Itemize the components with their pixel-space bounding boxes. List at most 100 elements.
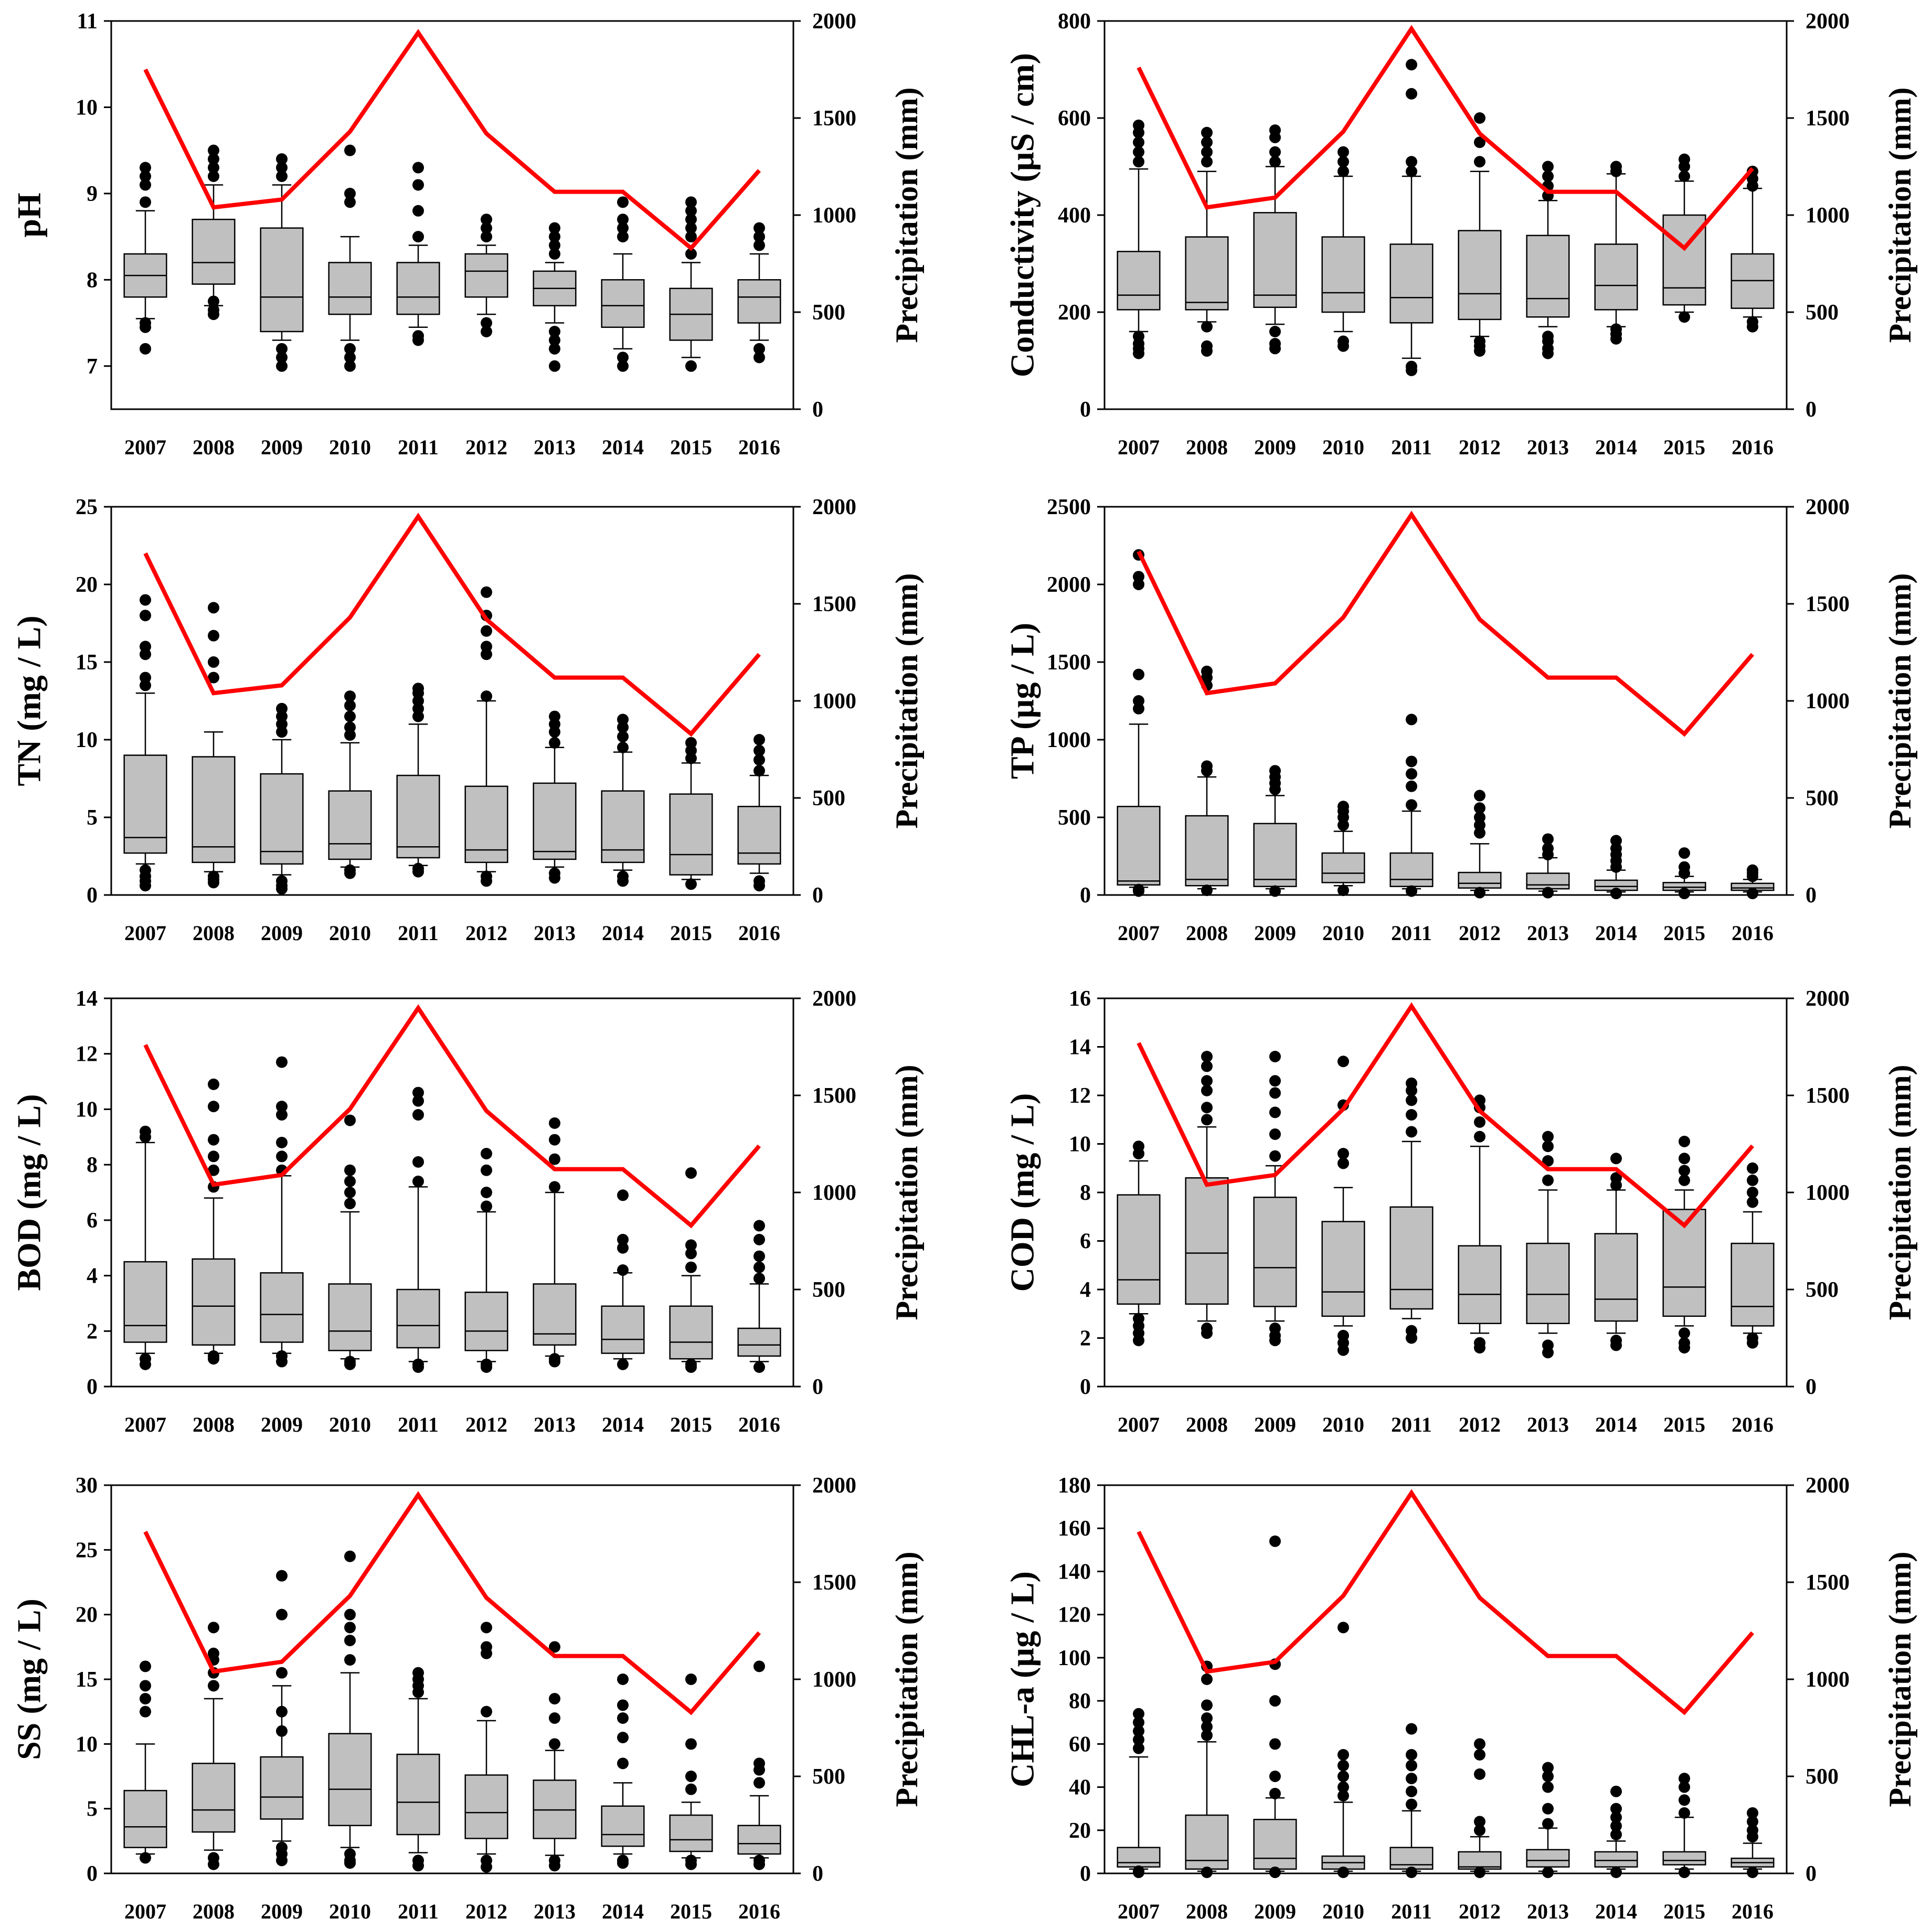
outlier-point <box>1679 1174 1690 1186</box>
iqr-box <box>1526 235 1570 318</box>
panel-chl-a: 0 20 40 60 80 100 120 140 160 180 0 500 1000 1500 2000… <box>1004 1474 1917 1923</box>
outlier-point <box>276 1667 288 1679</box>
outlier-point <box>1474 1824 1485 1836</box>
y-axis-title: TN (mg / L) <box>10 615 48 786</box>
outlier-point <box>344 710 356 722</box>
precipitation-line <box>1137 510 1755 737</box>
outlier-point <box>1133 1141 1144 1153</box>
outlier-point <box>617 1732 629 1743</box>
outlier-point <box>1679 847 1690 859</box>
right-tick-label: 500 <box>812 1278 845 1302</box>
right-tick-label: 1000 <box>812 1668 856 1692</box>
outlier-point <box>549 1134 560 1146</box>
right-tick-label: 500 <box>812 301 845 325</box>
outlier-point <box>753 765 765 777</box>
right-tick-label: 2000 <box>812 987 856 1011</box>
precipitation-line <box>1137 25 1755 251</box>
outlier-point <box>1406 1760 1417 1772</box>
iqr-box <box>1117 251 1161 311</box>
outlier-point <box>1269 1535 1281 1547</box>
x-tick-label: 2009 <box>1254 921 1296 945</box>
iqr-box <box>260 227 304 333</box>
outlier-point <box>1406 1749 1417 1761</box>
box-2016 <box>737 734 781 892</box>
x-tick-label: 2007 <box>1118 1900 1160 1923</box>
iqr-box <box>328 1283 372 1351</box>
outlier-point <box>1747 1332 1758 1344</box>
outlier-point <box>1679 1807 1690 1819</box>
outlier-point <box>140 594 151 606</box>
iqr-box <box>192 1763 236 1833</box>
box-2010 <box>328 1550 372 1869</box>
iqr-box <box>601 790 645 864</box>
box-2011 <box>396 1086 440 1373</box>
outlier-point <box>140 1852 151 1864</box>
outlier-point <box>1337 1056 1349 1068</box>
outlier-point <box>208 1164 219 1176</box>
x-tick-label: 2014 <box>602 921 644 945</box>
outlier-point <box>481 690 492 702</box>
x-tick-label: 2011 <box>398 435 439 459</box>
outlier-point <box>549 1181 560 1193</box>
box-2013 <box>1526 1762 1570 1878</box>
outlier-point <box>1406 1798 1417 1810</box>
outlier-point <box>276 1136 288 1148</box>
outlier-point <box>1542 1174 1554 1186</box>
iqr-box <box>123 1261 167 1343</box>
outlier-point <box>1679 861 1690 873</box>
box-2015 <box>669 1167 713 1373</box>
iqr-box <box>1253 823 1297 887</box>
left-tick-label: 5 <box>87 806 98 830</box>
x-tick-label: 2010 <box>329 435 371 459</box>
left-tick-label: 20 <box>76 1603 98 1627</box>
outlier-point <box>1474 1337 1485 1349</box>
iqr-box <box>1662 1851 1706 1866</box>
y-axis-title: CHL-a (µg / L) <box>1004 1571 1041 1787</box>
right-tick-label: 500 <box>812 1765 845 1789</box>
x-tick-label: 2010 <box>1322 435 1364 459</box>
outlier-point <box>617 1358 629 1370</box>
outlier-point <box>549 360 560 372</box>
outlier-point <box>549 1153 560 1165</box>
x-tick-label: 2012 <box>465 435 507 459</box>
outlier-point <box>1133 1865 1144 1877</box>
outlier-point <box>1133 668 1144 680</box>
outlier-point <box>481 231 492 243</box>
right-tick-label: 1500 <box>812 592 856 616</box>
x-tick-label: 2015 <box>1663 435 1705 459</box>
outlier-point <box>1201 340 1213 352</box>
outlier-point <box>1747 1824 1758 1836</box>
x-tick-label: 2012 <box>1459 435 1501 459</box>
outlier-point <box>1610 1811 1622 1824</box>
left-tick-label: 0 <box>1080 1862 1091 1886</box>
outlier-point <box>412 1156 424 1168</box>
outlier-point <box>549 737 560 749</box>
box-2015 <box>1662 1773 1706 1878</box>
iqr-box <box>1526 1242 1570 1324</box>
outlier-point <box>1201 156 1213 168</box>
outlier-point <box>1747 1174 1758 1186</box>
outlier-point <box>1747 1187 1758 1198</box>
iqr-box <box>669 1305 713 1360</box>
outlier-point <box>140 170 151 182</box>
x-tick-label: 2007 <box>124 1413 166 1436</box>
box-2009 <box>1253 1535 1297 1878</box>
outlier-point <box>1269 1738 1281 1750</box>
outlier-point <box>1337 1749 1349 1761</box>
right-tick-label: 1000 <box>812 689 856 713</box>
y2-axis-title: Precipitation (mm) <box>889 1064 924 1320</box>
outlier-point <box>685 231 697 243</box>
outlier-point <box>549 334 560 346</box>
x-tick-label: 2014 <box>602 1900 644 1923</box>
iqr-box <box>192 756 236 864</box>
box-2016 <box>737 1220 781 1373</box>
panel-ph: 7 8 9 10 11 0 500 1000 1500 2000 2007 2008 2009 2010 2… <box>10 9 924 459</box>
outlier-point <box>1406 799 1417 811</box>
y2-axis-title: Precipitation (mm) <box>1883 87 1917 343</box>
outlier-point <box>1133 119 1144 131</box>
outlier-point <box>1679 153 1690 165</box>
x-tick-label: 2011 <box>398 1413 439 1436</box>
x-tick-label: 2013 <box>1527 435 1569 459</box>
outlier-point <box>344 187 356 199</box>
